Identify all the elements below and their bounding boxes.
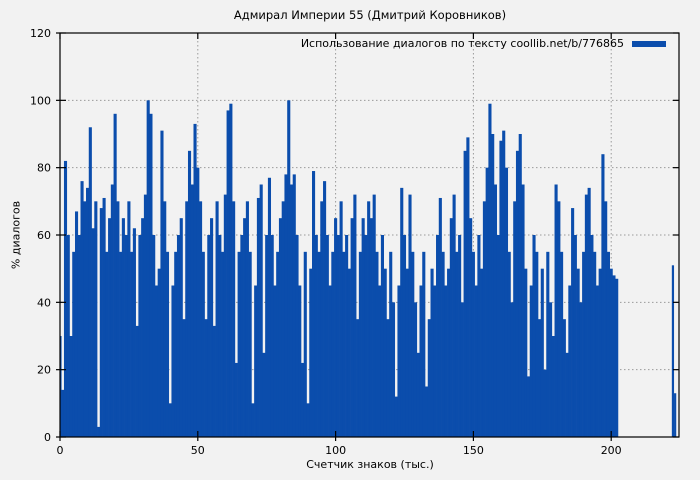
data-series	[60, 100, 677, 437]
tick-marks	[56, 32, 679, 441]
svg-text:60: 60	[37, 229, 51, 242]
svg-text:100: 100	[325, 444, 346, 457]
y-tick-labels: 0 20 40 60 80 100 120	[30, 27, 51, 444]
svg-text:0: 0	[57, 444, 64, 457]
svg-text:100: 100	[30, 94, 51, 107]
legend: Использование диалогов по тексту coollib…	[301, 37, 666, 50]
svg-text:0: 0	[44, 431, 51, 444]
legend-label: Использование диалогов по тексту coollib…	[300, 37, 624, 50]
legend-swatch-icon	[632, 40, 666, 47]
x-axis-title: Счетчик знаков (тыс.)	[306, 458, 434, 471]
chart-title: Адмирал Империи 55 (Дмитрий Коровников)	[233, 8, 507, 22]
y-axis-title: % диалогов	[9, 200, 23, 270]
svg-text:80: 80	[37, 162, 51, 175]
svg-text:40: 40	[37, 296, 51, 309]
svg-text:120: 120	[30, 27, 51, 40]
x-tick-labels: 0 50 100 150 200	[57, 444, 622, 457]
svg-text:200: 200	[601, 444, 622, 457]
svg-text:50: 50	[191, 444, 205, 457]
svg-text:150: 150	[463, 444, 484, 457]
svg-text:20: 20	[37, 364, 51, 377]
